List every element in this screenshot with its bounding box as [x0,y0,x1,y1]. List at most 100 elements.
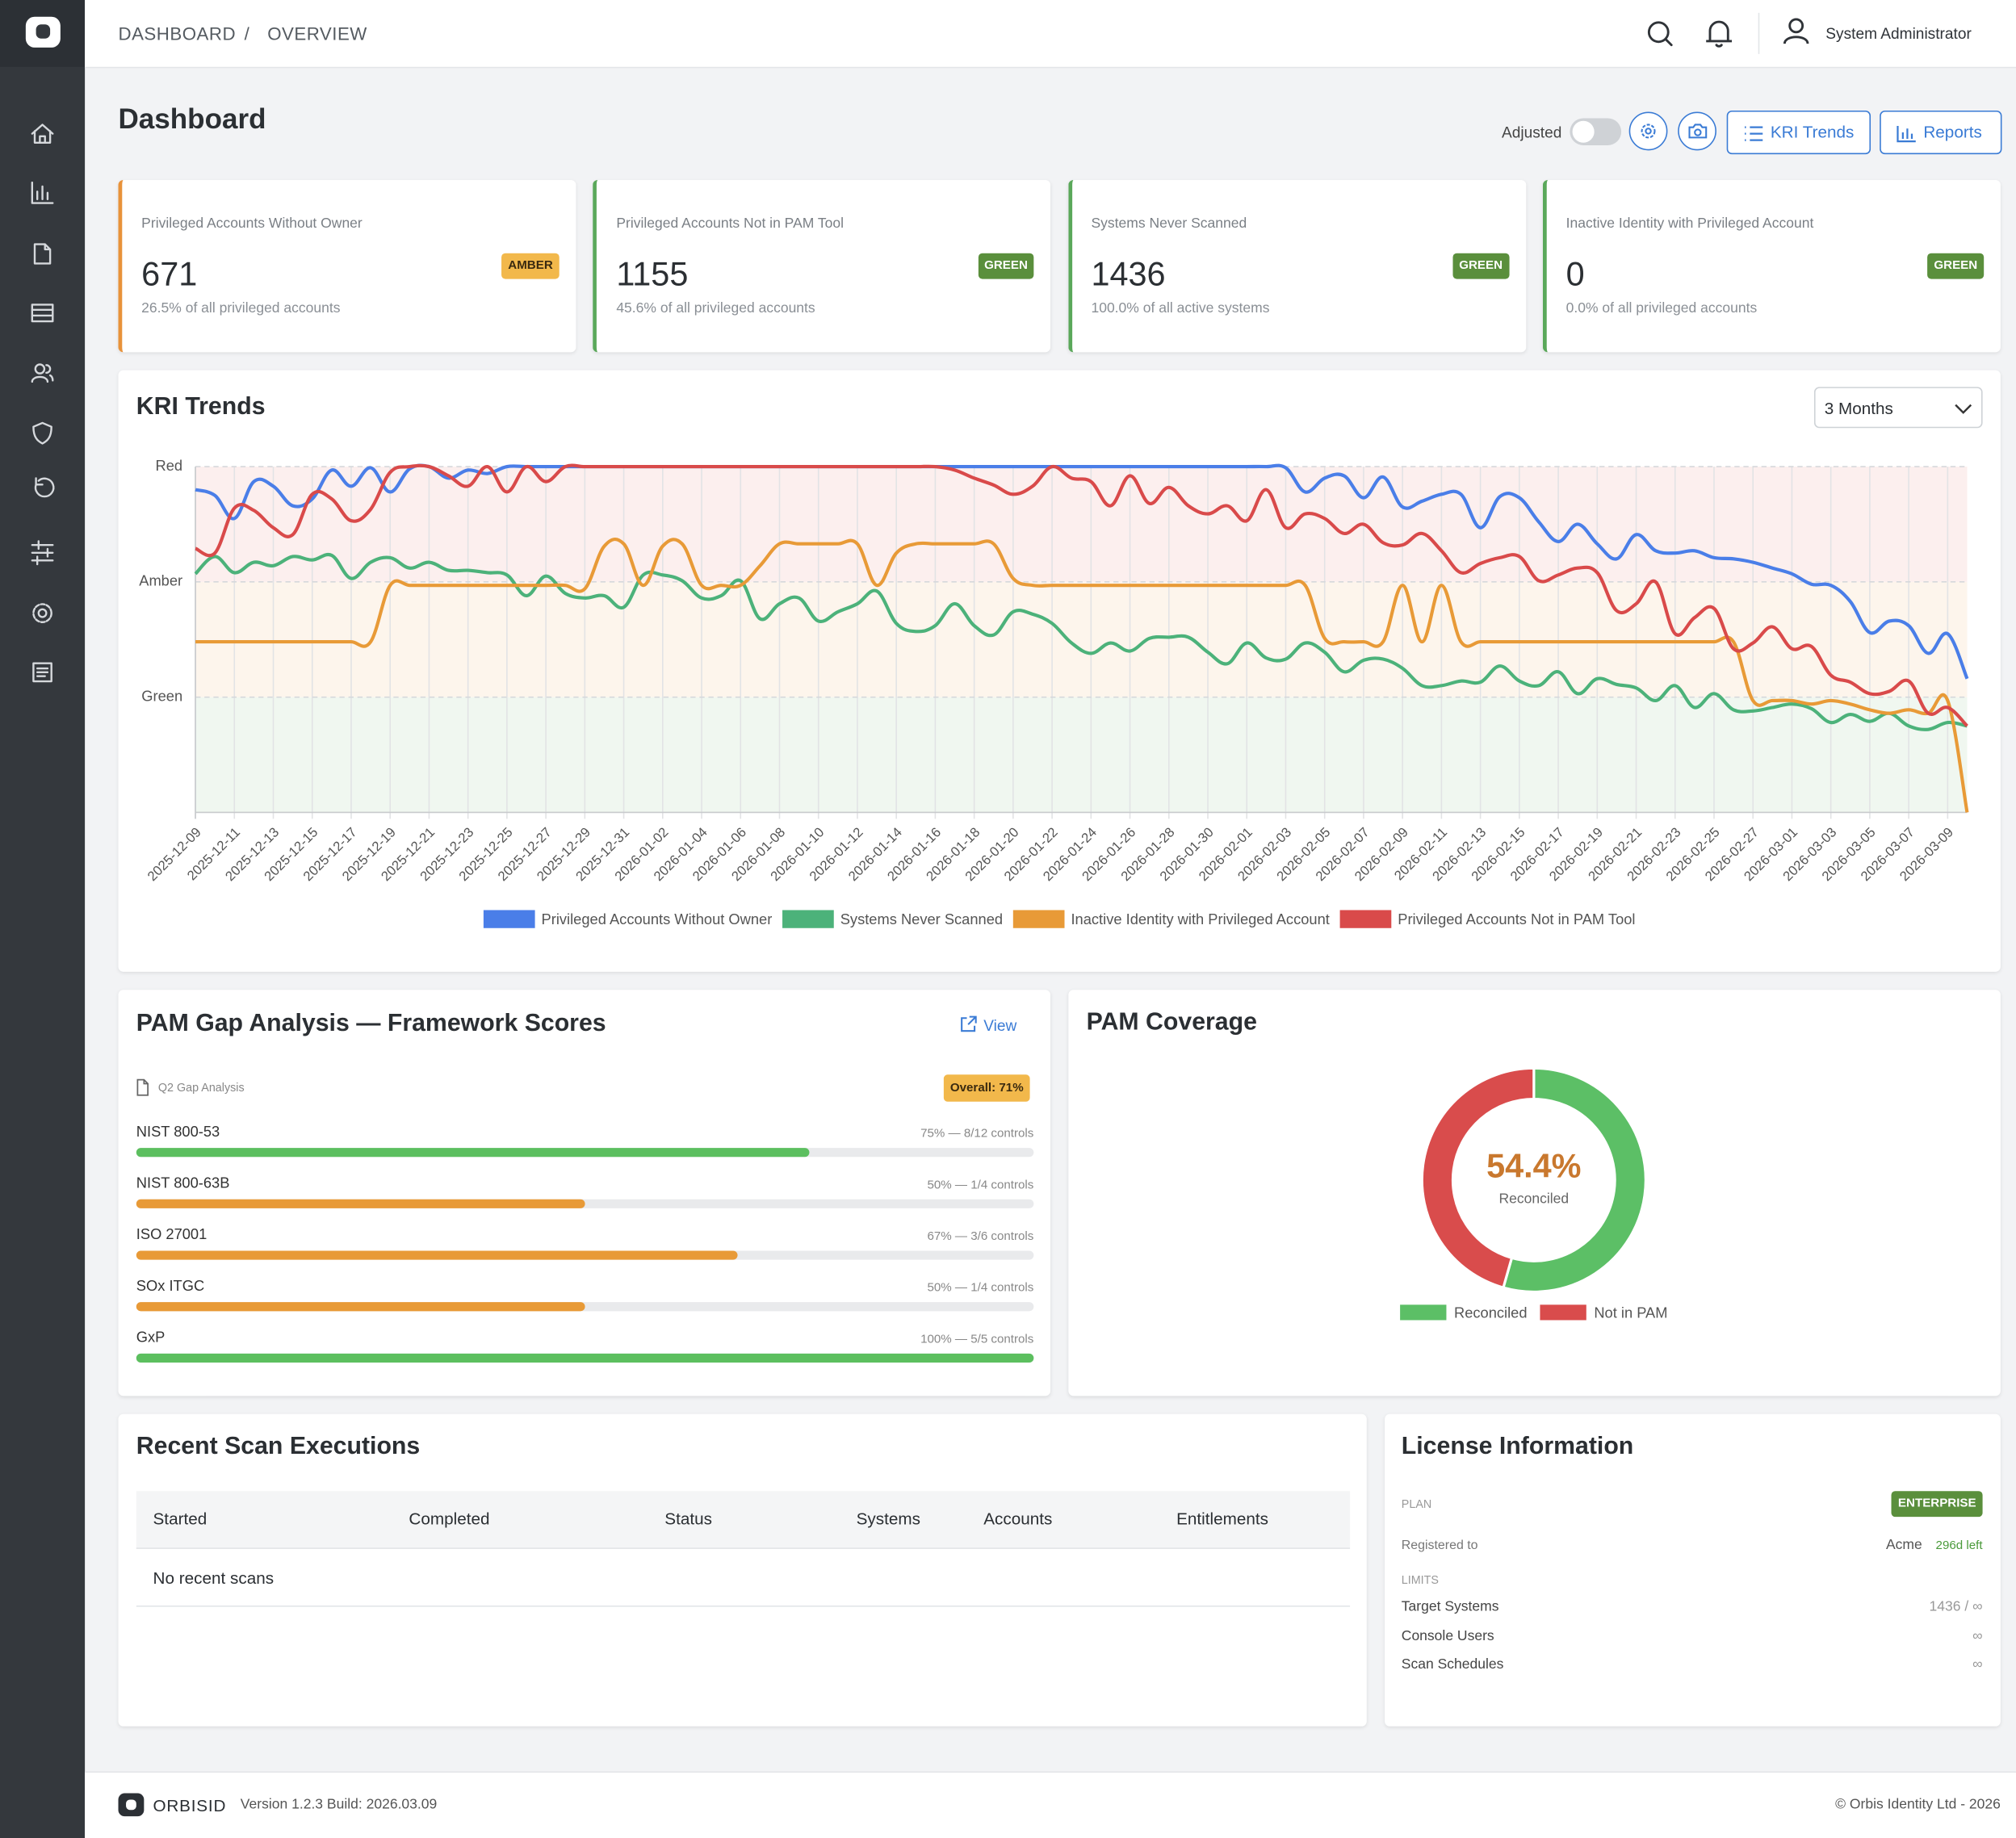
empty-row: No recent scans [153,1568,275,1588]
registered-value: Acme [1885,1537,1922,1553]
framework-name: SOx ITGC [136,1277,204,1294]
legend-swatch [782,910,834,928]
legend-swatch [1012,910,1065,928]
pam-coverage-card [1068,990,2001,1396]
bar [136,1250,738,1260]
reports-button[interactable]: Reports [1880,110,2002,155]
column-header: Completed [409,1509,490,1529]
framework-score: 100% — 5/5 controls [920,1332,1034,1346]
kpi-value: 1436 [1091,254,1166,294]
footer: ORBISID Version 1.2.3 Build: 2026.03.09 … [85,1771,2016,1838]
external-link-icon[interactable] [959,1015,977,1033]
license-card: License Information PLAN ENTERPRISE Regi… [1385,1413,2001,1727]
legend-swatch [483,910,535,928]
limits: Target Systems 1436 / ∞ Console Users ∞ Scan… [1385,1414,2001,1727]
column-header: Started [153,1509,207,1529]
user-icon[interactable] [1783,18,1809,44]
nav-settings[interactable] [32,603,52,623]
kpi-card: Privileged Accounts Not in PAM Tool 1155 4… [593,179,1051,353]
legend-label: Not in PAM [1594,1304,1667,1321]
donut-segment [1420,1066,1536,1290]
kri-trends-button[interactable]: KRI Trends [1726,110,1871,155]
kpi-value: 0 [1565,254,1585,294]
framework-score: 75% — 8/12 controls [920,1127,1034,1141]
framework-score: 67% — 3/6 controls [927,1229,1033,1243]
kpi-label: Inactive Identity with Privileged Accoun… [1565,216,1814,232]
range-select-value: 3 Months [1824,398,1893,418]
nav-settings-sliders[interactable] [31,540,54,566]
footer-brand: ORBISID [153,1795,227,1815]
kpi-card: Inactive Identity with Privileged Accoun… [1542,179,2001,353]
toggle-label: Adjusted [1502,123,1562,142]
camera-icon [1688,124,1708,139]
kpi-value: 1155 [616,254,689,294]
zone-band [195,697,1968,813]
limit-value: ∞ [1972,1627,1983,1643]
gear-icon [1641,124,1656,139]
footer-version: Version 1.2.3 Build: 2026.03.09 [240,1797,438,1813]
view-link[interactable]: View [983,1016,1017,1035]
nav-security[interactable] [32,421,52,445]
remaining: 296d left [1935,1539,1983,1553]
table-header: Started Completed Status Systems Accounts Ent… [136,1491,1351,1549]
nav-documents[interactable] [33,243,52,265]
kpi-status: GREEN [978,253,1034,279]
nav-home[interactable] [31,124,54,144]
legend-swatch [1540,1304,1586,1321]
kpi-label: Privileged Accounts Not in PAM Tool [616,216,845,232]
logo [25,16,61,48]
nav-logs[interactable] [32,662,52,683]
kpi-note: 26.5% of all privileged accounts [141,300,341,316]
kpi-status: AMBER [501,253,560,279]
limits-label: LIMITS [1401,1573,1439,1587]
card-title: PAM Gap Analysis — Framework Scores [136,1010,606,1038]
card-title: PAM Coverage [1086,1009,1257,1036]
notification-icon[interactable] [1706,20,1733,48]
chart-icon [1897,126,1916,143]
nav-reports[interactable] [31,181,54,204]
settings-button[interactable] [1628,111,1668,151]
breadcrumb-0[interactable]: DASHBOARD [118,23,237,44]
donut-center-label: Reconciled [1499,1190,1570,1206]
column-header: Status [664,1509,713,1529]
y-tick-label: Red [156,457,183,474]
nav-history[interactable] [34,477,55,498]
footer-logo-mark [126,1799,136,1811]
plan-label: PLAN [1401,1497,1432,1511]
card-title: Recent Scan Executions [136,1433,421,1461]
page-title: Dashboard [118,103,266,136]
limit-value: 1436 / ∞ [1929,1599,1983,1615]
limit-name: Scan Schedules [1401,1656,1504,1673]
gap-source: Q2 Gap Analysis [157,1081,245,1095]
donut-center-value: 54.4% [1486,1147,1581,1184]
user-name[interactable]: System Administrator [1825,24,1972,43]
range-select[interactable]: 3 Months [1813,387,1983,429]
zone-band [195,581,1968,697]
toggle-knob [1572,120,1595,143]
chevron-icon [1955,404,1972,414]
donut-segment [1502,1066,1647,1294]
sidebar [0,0,86,1838]
adjusted-toggle[interactable] [1570,118,1622,145]
legend-label: Reconciled [1454,1304,1528,1321]
legend-item: Reconciled [1400,1304,1528,1321]
kpi-note: 45.6% of all privileged accounts [616,300,815,316]
footer-logo [118,1793,145,1817]
framework-name: ISO 27001 [136,1225,207,1242]
row-divider [136,1605,1351,1607]
search-icon[interactable] [1647,21,1673,47]
kpi-note: 100.0% of all active systems [1091,300,1270,316]
button-label: Reports [1923,122,1982,142]
legend-item: Not in PAM [1540,1304,1668,1321]
bar [136,1148,810,1158]
y-tick-label: Green [141,687,182,704]
legend-item: Privileged Accounts Without Owner [483,910,772,928]
limit-name: Console Users [1401,1627,1494,1643]
snapshot-button[interactable] [1678,111,1716,151]
kpi-card: Privileged Accounts Without Owner 671 26.5… [118,179,576,353]
nav-systems[interactable] [31,304,54,323]
nav-users[interactable] [31,363,54,383]
kpi-card: Systems Never Scanned 1436 100.0% of all a… [1067,179,1526,353]
bar [136,1199,585,1208]
legend-item: Privileged Accounts Not in PAM Tool [1339,910,1636,928]
